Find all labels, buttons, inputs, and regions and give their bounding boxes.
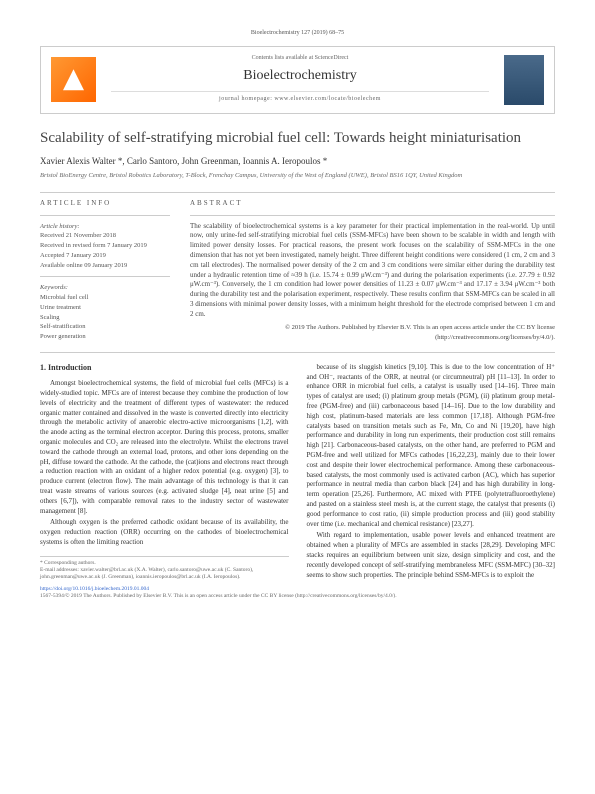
header-center: Contents lists available at ScienceDirec… [111,55,489,104]
abstract-col: ABSTRACT The scalability of bioelectroch… [190,199,555,341]
abstract-copyright: © 2019 The Authors. Published by Elsevie… [190,323,555,341]
rule [40,215,170,216]
rule [40,276,170,277]
rule [190,215,555,216]
title-block: Scalability of self-stratifying microbia… [40,129,555,181]
para: Although oxygen is the preferred cathodi… [40,518,289,547]
column-right: because of its sluggish kinetics [9,10].… [307,363,556,583]
article-info: ARTICLE INFO Article history: Received 2… [40,199,170,341]
journal-cover-thumb [504,55,544,105]
keywords-head: Keywords: [40,283,170,293]
para: With regard to implementation, usable po… [307,531,556,580]
abstract-body: The scalability of bioelectrochemical sy… [190,222,555,318]
paper-title: Scalability of self-stratifying microbia… [40,129,555,149]
corresponding-footer: * Corresponding authors. E-mail addresse… [40,556,289,581]
para: because of its sluggish kinetics [9,10].… [307,363,556,530]
section-1-head: 1. Introduction [40,363,289,373]
article-info-head: ARTICLE INFO [40,199,170,208]
affiliation: Bristol BioEnergy Centre, Bristol Roboti… [40,172,555,180]
journal-header-box: Contents lists available at ScienceDirec… [40,46,555,114]
abstract-text: The scalability of bioelectrochemical sy… [190,222,555,342]
para: Amongst bioelectrochemical systems, the … [40,379,289,516]
body-columns: 1. Introduction Amongst bioelectrochemic… [40,363,555,583]
info-row: ARTICLE INFO Article history: Received 2… [40,199,555,341]
section-1-body: Amongst bioelectrochemical systems, the … [40,379,289,548]
authors: Xavier Alexis Walter *, Carlo Santoro, J… [40,156,555,168]
column-left: 1. Introduction Amongst bioelectrochemic… [40,363,289,583]
abstract-head: ABSTRACT [190,199,555,208]
copyright-line: 1567-5394/© 2019 The Authors. Published … [40,593,555,600]
running-header: Bioelectrochemistry 127 (2019) 68–75 [40,30,555,38]
keywords-body: Microbial fuel cell Urine treatment Scal… [40,293,170,342]
history-body: Received 21 November 2018 Received in re… [40,231,170,270]
corr-label: * Corresponding authors. [40,560,289,567]
rule [40,352,555,353]
col2-body: because of its sluggish kinetics [9,10].… [307,363,556,581]
elsevier-logo [51,57,96,102]
history-head: Article history: [40,222,170,232]
article-history: Article history: Received 21 November 20… [40,222,170,342]
rule [40,192,555,193]
journal-homepage: journal homepage: www.elsevier.com/locat… [111,91,489,104]
corr-emails: E-mail addresses: xavier.walter@brl.ac.u… [40,567,289,581]
sciencedirect-line: Contents lists available at ScienceDirec… [111,55,489,63]
journal-name: Bioelectrochemistry [111,67,489,85]
